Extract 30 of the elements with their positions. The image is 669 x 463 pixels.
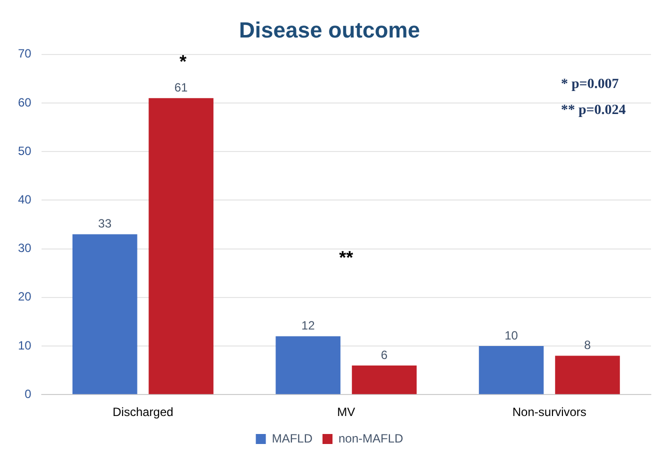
data-label: 33: [98, 216, 112, 231]
data-label: 61: [174, 80, 188, 94]
y-tick-label: 30: [18, 241, 32, 256]
legend-label: non-MAFLD: [338, 431, 404, 446]
bar: [555, 356, 620, 394]
y-tick-label: 70: [18, 46, 32, 61]
bar: [352, 365, 417, 394]
y-tick-label: 60: [18, 95, 32, 110]
y-tick-label: 50: [18, 144, 32, 158]
bar: [478, 346, 544, 394]
bar: [148, 98, 214, 394]
data-label: 12: [301, 318, 316, 333]
x-tick-label: MV: [337, 405, 356, 420]
x-tick-label: Non-survivors: [512, 405, 586, 420]
chart-title: Disease outcome: [239, 17, 420, 42]
data-label: 10: [504, 328, 518, 342]
y-tick-label: 10: [18, 338, 32, 352]
bar: [276, 336, 340, 394]
annotation: ** p=0.024: [561, 103, 626, 118]
data-label: 8: [584, 338, 592, 352]
y-tick-label: 40: [18, 192, 32, 207]
bar: [72, 234, 138, 394]
annotation: **: [339, 247, 354, 268]
data-label: 6: [380, 348, 388, 362]
annotation: * p=0.007: [561, 77, 619, 92]
y-tick-label: 0: [24, 386, 32, 401]
x-tick-label: Discharged: [112, 405, 174, 420]
legend-label: MAFLD: [272, 431, 313, 446]
y-tick-label: 20: [18, 290, 32, 304]
annotation: *: [179, 51, 186, 72]
